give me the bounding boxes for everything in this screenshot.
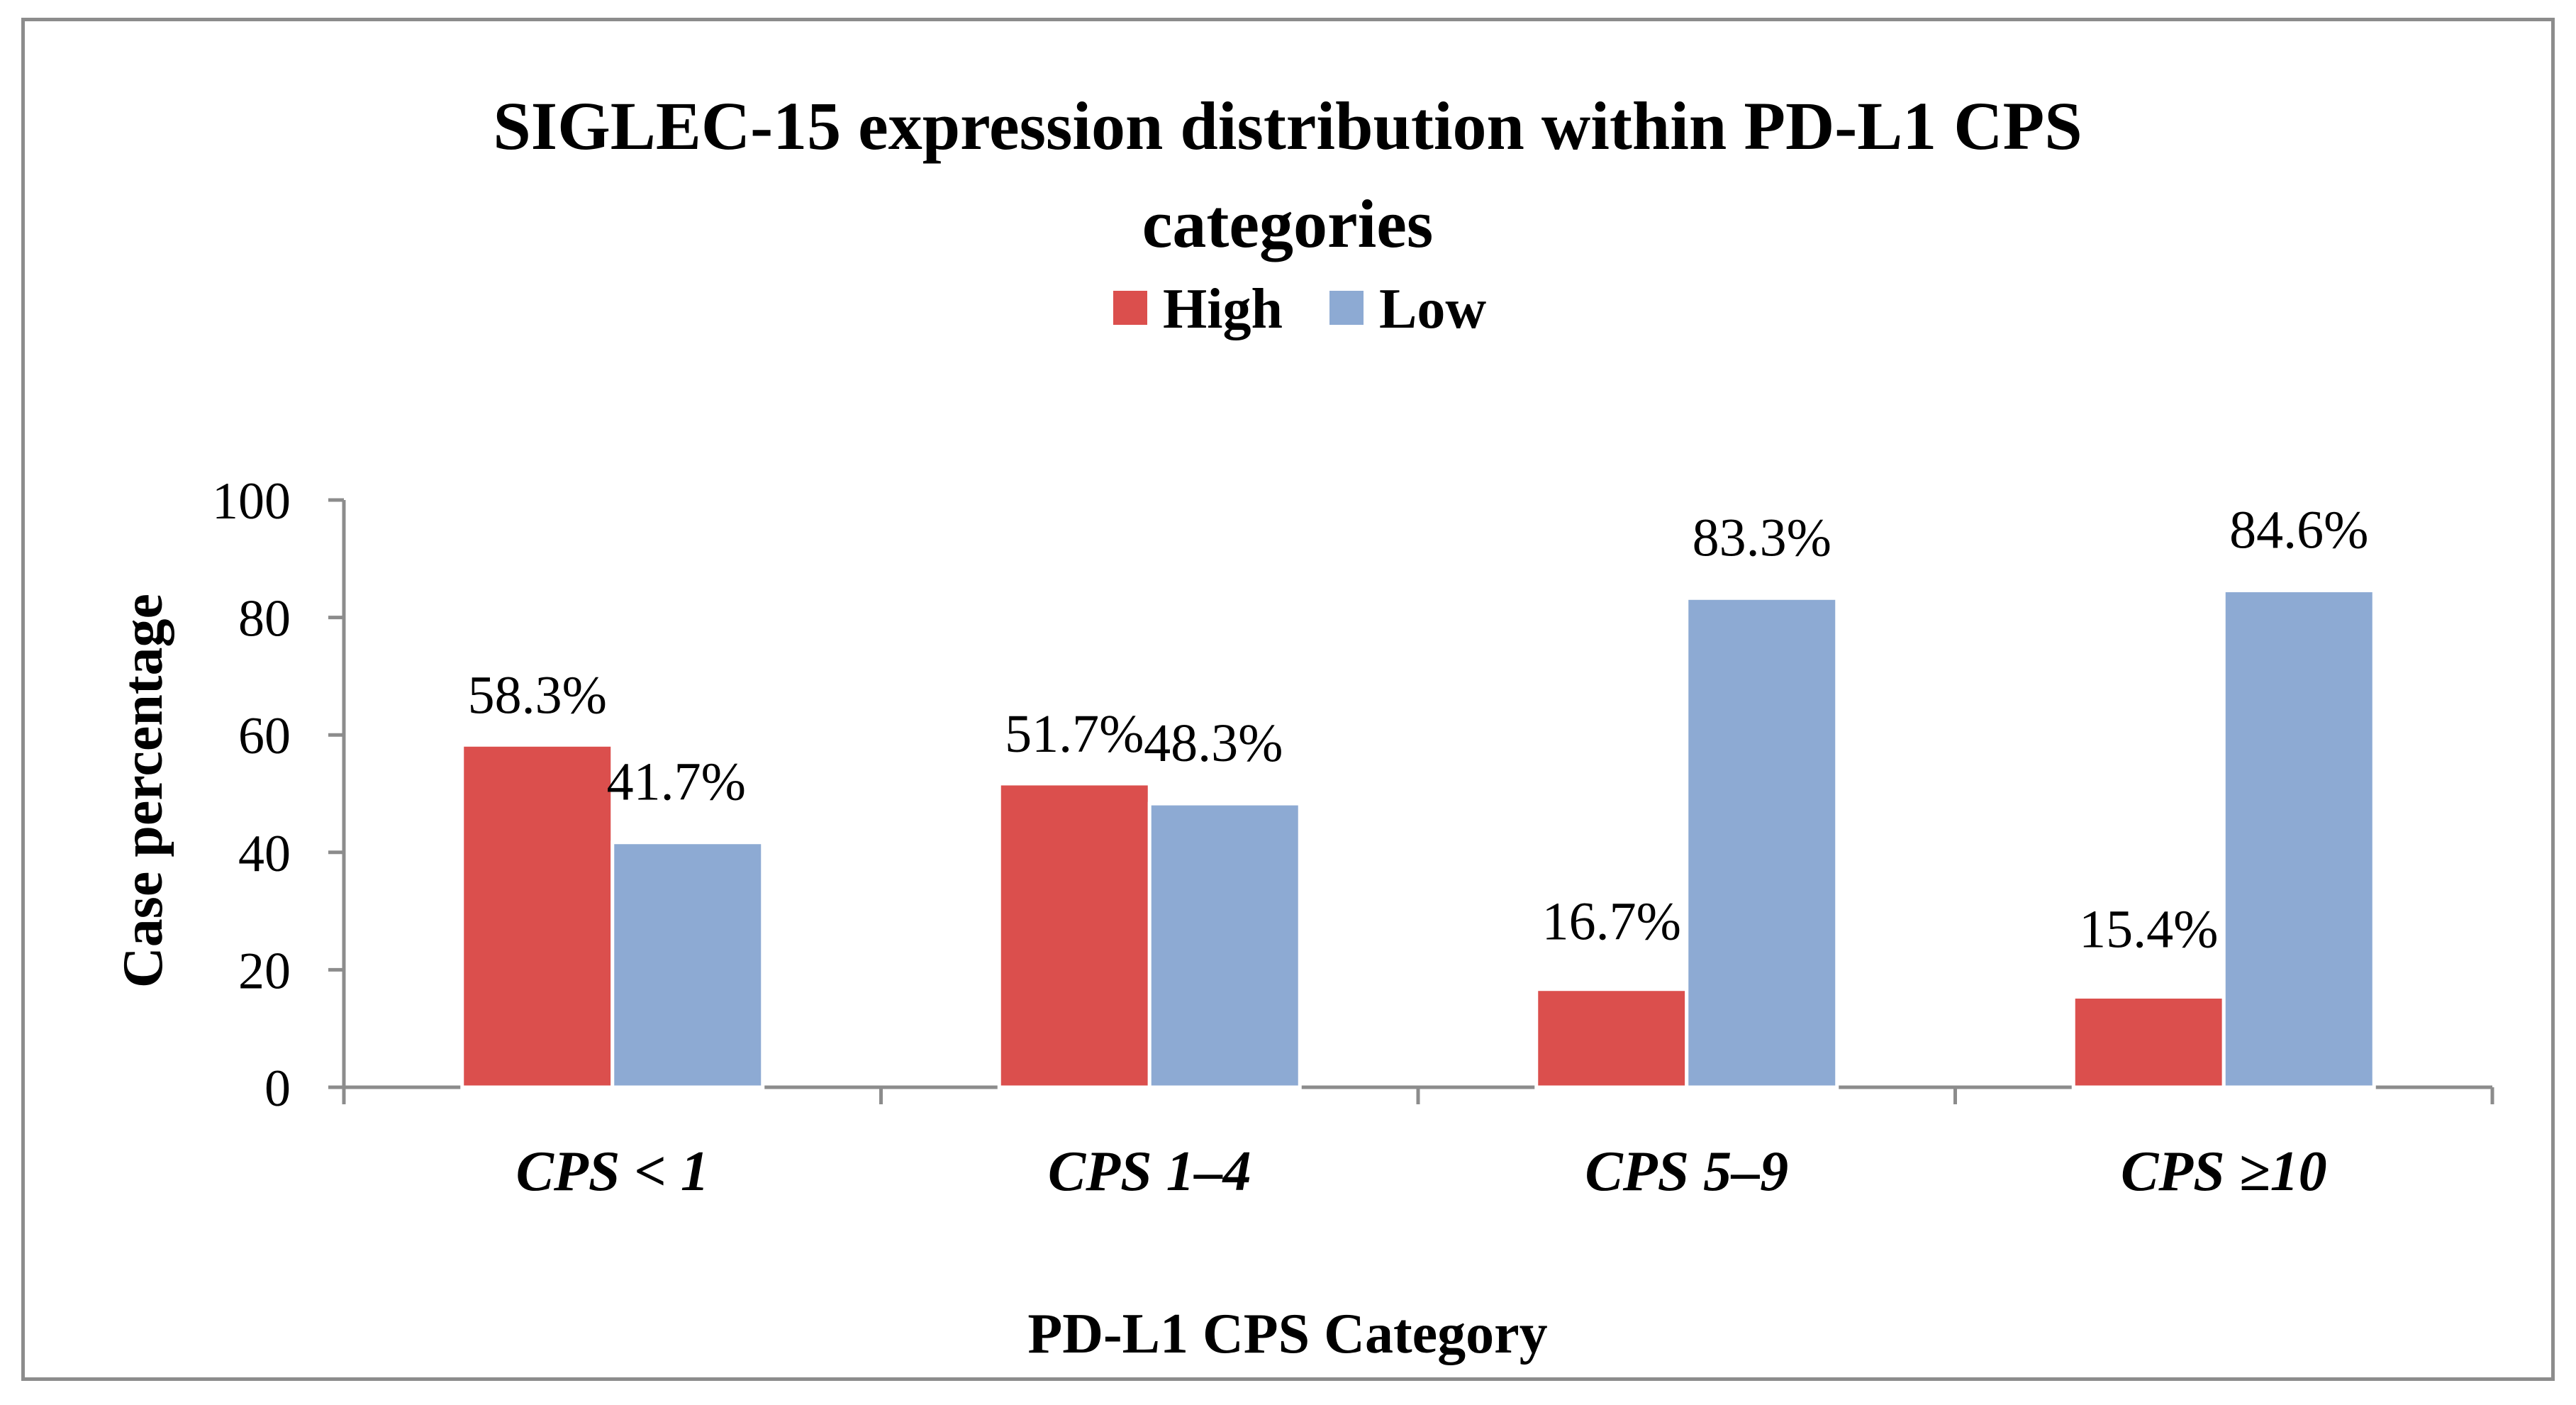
chart-title-line-2: categories <box>1142 186 1433 262</box>
bar-low <box>2221 589 2376 1089</box>
legend: High Low <box>1113 278 1486 340</box>
plot-area: 0 20 40 60 80 100 58.3%41.7% CPS < 1 51.7% 48.3% C… <box>212 472 2494 1203</box>
x-category-label: CPS 1–4 <box>1048 1140 1251 1203</box>
x-category-label: CPS ≥10 <box>2121 1140 2327 1203</box>
chart-title-line-1: SIGLEC-15 expression distribution within… <box>493 88 2082 164</box>
data-label-low: 84.6% <box>2229 501 2368 560</box>
chart-frame <box>21 18 2555 1381</box>
bar-high <box>997 782 1152 1089</box>
x-category-label: CPS < 1 <box>516 1140 709 1203</box>
bar-low <box>1147 801 1302 1089</box>
y-tick-label: 0 <box>264 1060 291 1118</box>
legend-swatch-low <box>1329 291 1364 325</box>
y-tick-label: 100 <box>212 472 291 531</box>
bar-high <box>2071 994 2226 1089</box>
bar-high <box>1534 987 1689 1089</box>
data-label-high: 16.7% <box>1542 892 1681 952</box>
data-label-high: 58.3% <box>468 665 607 725</box>
x-category-label: CPS 5–9 <box>1585 1140 1788 1203</box>
bar-low <box>1685 596 1839 1089</box>
bar-high <box>460 743 615 1089</box>
data-label-high: 15.4% <box>2079 899 2218 959</box>
data-label-low: 41.7% <box>607 753 746 812</box>
y-tick-label: 40 <box>238 825 291 883</box>
y-tick-label: 80 <box>238 590 291 648</box>
y-tick-label: 60 <box>238 707 291 765</box>
y-axis-title: Case percentage <box>112 594 174 988</box>
bar-low <box>610 840 765 1089</box>
x-axis-title: PD-L1 CPS Category <box>1027 1303 1547 1365</box>
legend-label-low: Low <box>1379 278 1486 340</box>
data-label-low: 83.3% <box>1693 508 1831 567</box>
y-tick-label: 20 <box>238 942 291 1000</box>
legend-label-high: High <box>1163 278 1283 340</box>
data-label-high: 51.7% <box>1005 704 1144 764</box>
legend-swatch-high <box>1113 291 1147 325</box>
data-label-low: 48.3% <box>1144 713 1283 773</box>
